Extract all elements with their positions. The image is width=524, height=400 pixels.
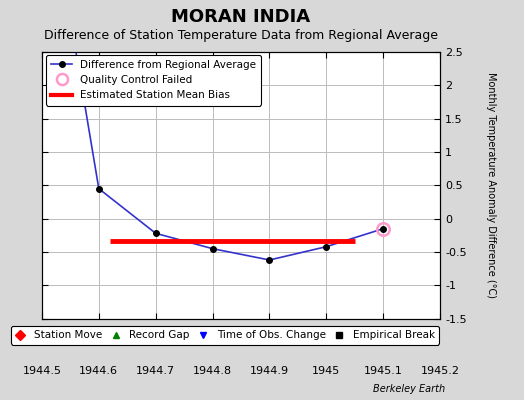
Text: 1944.8: 1944.8: [193, 366, 232, 376]
Text: 1945.2: 1945.2: [421, 366, 460, 376]
Y-axis label: Monthly Temperature Anomaly Difference (°C): Monthly Temperature Anomaly Difference (…: [486, 72, 496, 298]
Text: Berkeley Earth: Berkeley Earth: [373, 384, 445, 394]
Text: MORAN INDIA: MORAN INDIA: [171, 8, 311, 26]
Legend: Station Move, Record Gap, Time of Obs. Change, Empirical Break: Station Move, Record Gap, Time of Obs. C…: [11, 326, 439, 344]
Text: 1944.5: 1944.5: [23, 366, 61, 376]
Legend: Difference from Regional Average, Quality Control Failed, Estimated Station Mean: Difference from Regional Average, Qualit…: [46, 55, 261, 106]
Text: Difference of Station Temperature Data from Regional Average: Difference of Station Temperature Data f…: [44, 29, 438, 42]
Text: 1944.9: 1944.9: [250, 366, 289, 376]
Text: 1945: 1945: [312, 366, 341, 376]
Text: 1944.7: 1944.7: [136, 366, 175, 376]
Text: 1945.1: 1945.1: [364, 366, 403, 376]
Text: 1944.6: 1944.6: [79, 366, 118, 376]
